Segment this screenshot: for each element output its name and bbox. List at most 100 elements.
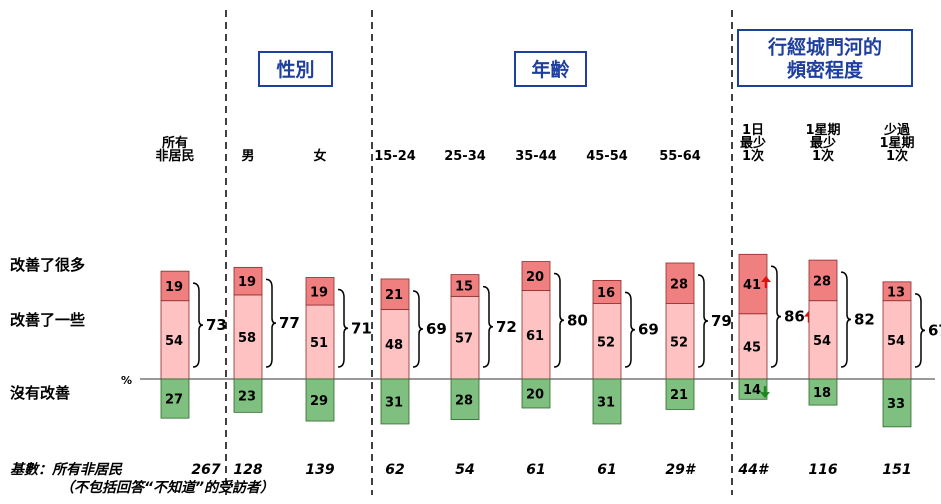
base-count: 29# (665, 462, 695, 478)
value-label-none: 31 (385, 395, 403, 410)
value-label-many: 21 (385, 288, 403, 303)
stacked-bar: 19 58 23 77 (233, 266, 300, 413)
row-label: 改善了一些 (10, 311, 85, 329)
bar-improved-many (882, 281, 912, 302)
category-label: 15-24 (374, 149, 416, 164)
category-label: 所有 (162, 135, 188, 151)
group-title-gender: 性別 (276, 58, 314, 81)
value-label-none: 29 (310, 394, 328, 409)
value-label-some: 61 (526, 329, 544, 344)
bar-improved-some (521, 290, 551, 380)
percent-symbol: % (121, 374, 132, 387)
category-label: 35-44 (515, 149, 557, 164)
category-label: 最少 (810, 135, 836, 151)
bar-improved-many (738, 253, 768, 315)
significance-up-icon (761, 276, 771, 289)
brace (265, 278, 277, 368)
bar-not-improved (592, 378, 622, 425)
value-label-some: 51 (310, 336, 328, 351)
base-count: 61 (597, 462, 616, 478)
bar-improved-some (738, 313, 768, 380)
bar-improved-some (450, 295, 480, 380)
value-label-none: 33 (887, 397, 905, 412)
category-label: 1次 (812, 148, 834, 164)
value-label-none: 14 (743, 383, 761, 398)
base-note: （不包括回答“不知道”的受訪者） (60, 479, 274, 496)
bar-not-improved (738, 378, 768, 400)
brace (192, 282, 204, 368)
value-label-some: 52 (597, 335, 615, 350)
category-label: 1次 (742, 148, 764, 164)
group-title-box-freq (737, 29, 913, 87)
bars: 19 54 27 73 19 58 23 77 19 51 29 71 21 48 31 69 15 57 28 72… (160, 253, 941, 428)
base-count: 139 (305, 462, 334, 478)
value-label-many: 19 (238, 275, 256, 290)
category-label: 1星期 (879, 136, 914, 151)
value-label-none: 28 (455, 393, 473, 408)
bar-improved-many (160, 270, 190, 302)
value-label-many: 19 (310, 285, 328, 300)
bar-improved-many (808, 259, 838, 302)
bar-not-improved (521, 378, 551, 409)
category-label: 非居民 (155, 148, 194, 164)
base-count: 151 (882, 462, 911, 478)
value-label-some: 48 (385, 338, 403, 353)
improved-total-label: 86 (784, 308, 805, 326)
brace (914, 293, 926, 368)
base-count: 116 (808, 462, 837, 478)
significance-down-icon (760, 386, 770, 399)
category-label: 1次 (886, 148, 908, 164)
value-label-some: 52 (670, 335, 688, 350)
stacked-bar: 19 54 27 73 (160, 270, 227, 419)
value-label-none: 20 (526, 388, 544, 403)
value-label-many: 28 (670, 277, 688, 292)
stacked-bar: 28 54 18 82 (808, 259, 875, 406)
improved-total-label: 73 (206, 316, 227, 334)
value-label-many: 28 (813, 274, 831, 289)
brace (412, 290, 424, 368)
value-label-many: 13 (887, 285, 905, 300)
value-label-some: 45 (743, 340, 761, 355)
brace (624, 291, 636, 368)
bar-not-improved (450, 378, 480, 420)
category-label: 55-64 (659, 149, 701, 164)
stacked-bar: 20 61 20 80 (521, 261, 588, 409)
brace (337, 288, 349, 368)
bar-not-improved (233, 378, 263, 413)
base-count: 62 (385, 462, 404, 478)
bar-not-improved (160, 378, 190, 419)
improved-total-label: 71 (351, 319, 372, 337)
improved-total-label: 67 (928, 321, 941, 339)
value-label-some: 54 (165, 334, 183, 349)
bar-not-improved (665, 378, 695, 410)
category-label: 男 (241, 149, 254, 164)
improved-total-label: 79 (711, 312, 732, 330)
value-label-many: 20 (526, 270, 544, 285)
value-label-none: 31 (597, 395, 615, 410)
value-label-many: 15 (455, 279, 473, 294)
improved-total-label: 69 (638, 321, 659, 339)
value-label-many: 41 (743, 278, 761, 293)
group-title-age: 年齡 (531, 58, 569, 81)
value-label-none: 27 (165, 393, 183, 408)
base-count: 44# (737, 462, 768, 478)
category-labels: 所有非居民男女 15-24 25-34 35-44 45-54 55-641日最少1次1星… (155, 122, 914, 164)
value-label-some: 54 (887, 334, 905, 349)
bar-improved-some (380, 308, 410, 380)
category-label: 女 (313, 148, 326, 164)
brace (770, 265, 782, 368)
stacked-bar: 13 54 33 67 (882, 281, 941, 428)
base-count: 54 (455, 462, 474, 478)
improved-total-label: 80 (567, 311, 588, 329)
category-label: 45-54 (586, 149, 628, 164)
stacked-bar: 19 51 29 71 (305, 277, 372, 422)
category-label: 1日 (742, 123, 764, 138)
value-label-some: 54 (813, 334, 831, 349)
improved-total-label: 72 (496, 318, 517, 336)
bar-not-improved (380, 378, 410, 425)
bar-not-improved (305, 378, 335, 422)
category-label: 25-34 (444, 149, 486, 164)
